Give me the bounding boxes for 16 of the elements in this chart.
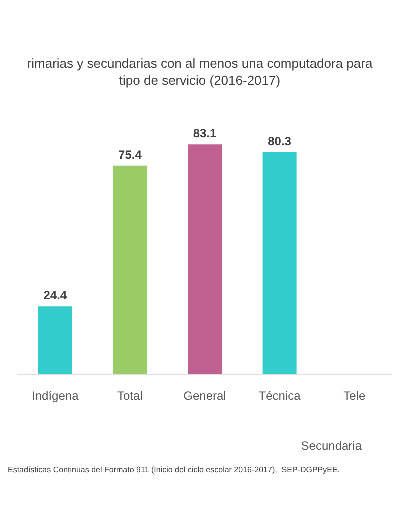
x-tick-label: Total xyxy=(118,389,143,403)
x-tick-label: Indígena xyxy=(32,389,80,403)
bar xyxy=(188,144,222,374)
data-label: 80.3 xyxy=(268,134,292,148)
data-label: 24.4 xyxy=(44,288,68,303)
x-tick-label: Técnica xyxy=(258,389,302,403)
data-label: 83.1 xyxy=(193,126,217,141)
bar xyxy=(262,152,297,374)
data-label: 75.4 xyxy=(118,148,142,162)
bar xyxy=(38,306,72,374)
chart-title: rimarias y secundarias con al menos una computadora para tipo de servicio (2016-2017) xyxy=(27,56,374,88)
text: Estadísticas Continuas del Formato 911 (Inicio del ciclo escolar 2016-2017), SEP-DGPPyEE. xyxy=(8,466,340,474)
x-tick-label: Tele xyxy=(344,389,366,403)
bar xyxy=(113,166,148,374)
x-tick-label: General xyxy=(184,389,226,403)
text: Secundaria xyxy=(301,439,362,453)
